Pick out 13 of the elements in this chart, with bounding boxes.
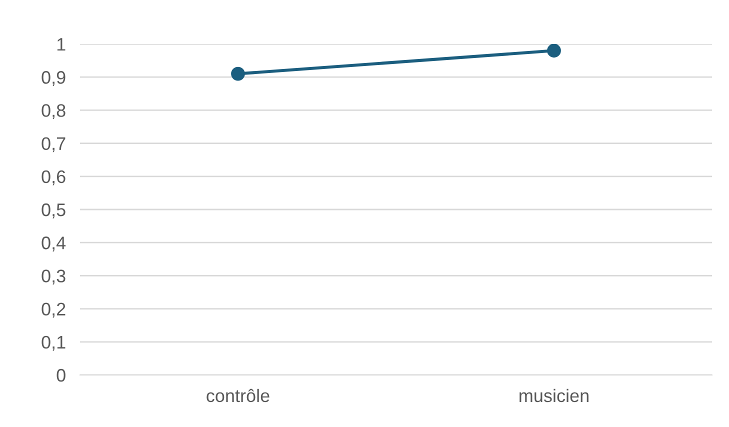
y-tick-label: 0,3 bbox=[42, 270, 66, 285]
y-tick-label: 0,2 bbox=[42, 302, 66, 318]
y-tick-label: 0,8 bbox=[42, 104, 66, 120]
y-tick-label: 1 bbox=[57, 38, 66, 51]
y-tick-label: 0,6 bbox=[42, 170, 66, 186]
y-tick-label: 0,4 bbox=[42, 236, 66, 252]
y-tick-label: 0,5 bbox=[42, 203, 66, 218]
y-tick-label: 0,1 bbox=[42, 336, 66, 351]
y-tick-label: 0,7 bbox=[42, 137, 66, 152]
y-tick-label: 0,9 bbox=[42, 71, 66, 86]
y-tick-label: 0 bbox=[56, 368, 66, 382]
x-tick-label: contrôle bbox=[206, 388, 270, 402]
x-tick-label: musicien bbox=[520, 388, 588, 402]
